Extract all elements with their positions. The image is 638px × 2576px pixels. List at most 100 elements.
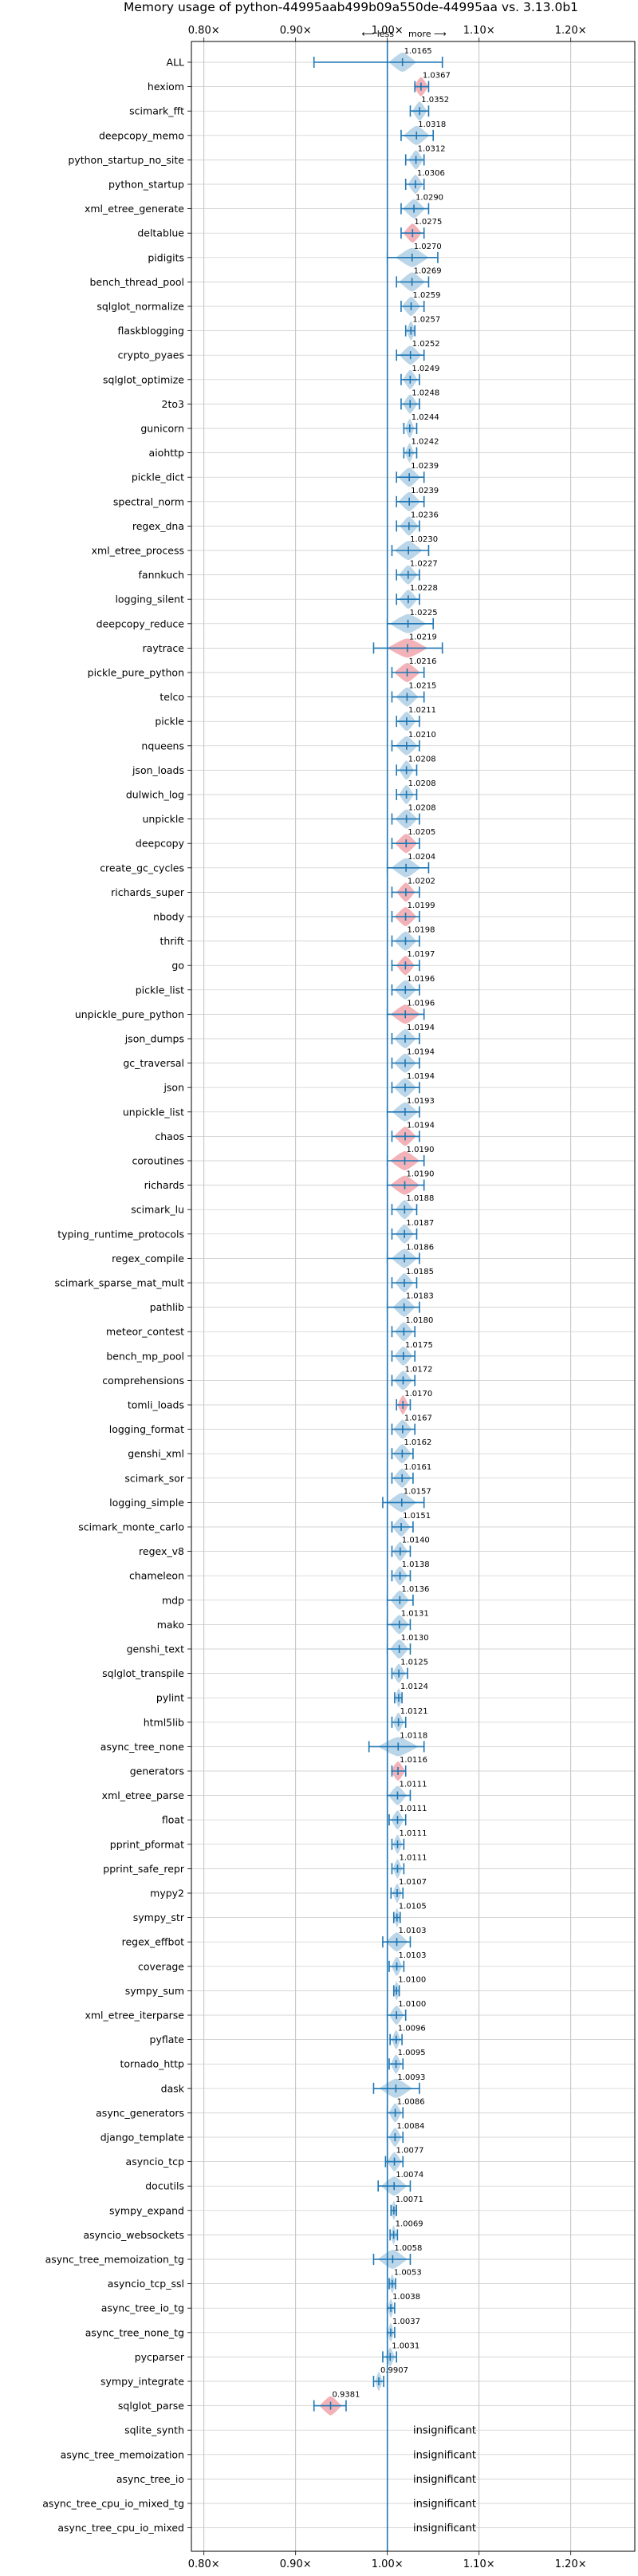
value-label: 1.0215 — [408, 682, 436, 691]
value-label: 1.0367 — [423, 72, 451, 81]
value-label: 1.0084 — [396, 2122, 424, 2131]
benchmark-label: sympy_integrate — [100, 2376, 184, 2388]
benchmark-label: pathlib — [150, 1301, 184, 1313]
x-tick-label-bottom: 1.20× — [555, 2558, 587, 2570]
benchmark-label: scimark_lu — [131, 1204, 184, 1216]
value-label: 0.9381 — [333, 2391, 360, 2400]
benchmark-label: pprint_pformat — [110, 1838, 184, 1850]
benchmark-label: json — [163, 1082, 184, 1094]
benchmark-label: async_tree_cpu_io_mixed_tg — [42, 2498, 184, 2510]
value-label: 1.0216 — [409, 657, 437, 666]
value-label: 1.0111 — [399, 1781, 427, 1789]
benchmark-label: pprint_safe_repr — [103, 1863, 185, 1875]
direction-more-label: more ⟶ — [408, 29, 447, 39]
value-label: 1.0194 — [407, 1072, 435, 1081]
benchmark-label: regex_effbot — [122, 1936, 184, 1948]
value-label: 1.0244 — [412, 413, 439, 422]
benchmark-label: asyncio_tcp — [126, 2156, 185, 2168]
value-label: 1.0269 — [414, 266, 442, 275]
x-tick-label-bottom: 0.80× — [188, 2558, 220, 2570]
benchmark-label: sympy_sum — [125, 1985, 184, 1997]
value-label: 1.0211 — [408, 706, 436, 715]
x-tick-label-top: 1.00× — [372, 25, 404, 37]
benchmark-label: mdp — [162, 1594, 184, 1606]
value-label: 1.0194 — [407, 1048, 435, 1057]
value-label: 1.0180 — [405, 1316, 433, 1325]
value-label: 1.0257 — [412, 316, 440, 325]
value-label: 1.0038 — [392, 2293, 420, 2302]
benchmark-label: asyncio_tcp_ssl — [108, 2278, 184, 2290]
value-label: 1.0031 — [392, 2341, 419, 2350]
value-label: 1.0037 — [392, 2318, 420, 2326]
benchmark-label: logging_format — [109, 1423, 184, 1435]
benchmark-label: xml_etree_generate — [85, 203, 184, 215]
benchmark-label: logging_silent — [115, 594, 184, 606]
value-label: 1.0157 — [404, 1487, 431, 1496]
value-label: 1.0208 — [408, 779, 436, 788]
value-label: 1.0228 — [410, 584, 438, 593]
benchmark-label: scimark_sor — [124, 1472, 184, 1484]
value-label: 1.0111 — [399, 1853, 427, 1862]
benchmark-label: async_tree_cpu_io_mixed — [57, 2522, 184, 2534]
benchmark-label: sympy_str — [133, 1911, 185, 1923]
value-label: 1.0225 — [410, 609, 438, 617]
value-label: 1.0187 — [406, 1219, 434, 1228]
value-label: 1.0100 — [398, 1975, 426, 1984]
benchmark-label: scimark_fft — [129, 105, 184, 117]
data-marks — [313, 41, 443, 2551]
value-label: 1.0095 — [398, 2049, 426, 2057]
x-tick-label-bottom: 1.10× — [463, 2558, 495, 2570]
value-label: 1.0172 — [404, 1365, 432, 1374]
benchmark-label: flaskblogging — [117, 325, 184, 337]
insignificant-label: insignificant — [413, 2523, 476, 2535]
benchmark-label: tornado_http — [120, 2058, 184, 2070]
x-tick-label-top: 0.80× — [188, 25, 220, 37]
benchmark-label: typing_runtime_protocols — [57, 1228, 184, 1240]
value-label: 1.0151 — [403, 1512, 431, 1521]
value-label: 1.0204 — [408, 853, 435, 862]
benchmark-label: sqlglot_transpile — [102, 1667, 184, 1679]
value-label: 1.0242 — [412, 438, 439, 447]
value-label: 1.0249 — [412, 365, 439, 373]
value-label: 1.0077 — [396, 2147, 424, 2156]
benchmark-label: async_tree_none — [100, 1741, 185, 1753]
benchmark-label: aiohttp — [149, 447, 185, 459]
benchmark-label: mypy2 — [150, 1888, 184, 1899]
benchmark-label: unpickle_pure_python — [75, 1008, 184, 1020]
value-label: 1.0074 — [396, 2171, 423, 2180]
value-label: 1.0248 — [412, 389, 439, 397]
benchmark-label: python_startup_no_site — [68, 154, 184, 166]
benchmark-label: deltablue — [137, 227, 184, 239]
x-tick-label-bottom: 0.90× — [280, 2558, 312, 2570]
benchmark-label: asyncio_websockets — [83, 2229, 184, 2241]
value-label: 1.0069 — [396, 2219, 423, 2228]
benchmark-label: richards_super — [111, 886, 185, 898]
benchmark-label: mako — [157, 1619, 184, 1631]
value-label: 1.0121 — [400, 1707, 428, 1716]
benchmark-label: pycparser — [135, 2351, 185, 2363]
chart-title: Memory usage of python-44995aab499b09a55… — [124, 0, 578, 14]
value-label: 1.0124 — [400, 1682, 428, 1691]
value-label: 1.0118 — [400, 1731, 427, 1740]
value-label: 1.0186 — [406, 1243, 434, 1252]
benchmark-label: meteor_contest — [106, 1326, 184, 1338]
plot-frame — [191, 41, 636, 2552]
benchmark-label: regex_dna — [132, 520, 184, 532]
benchmark-label: raytrace — [143, 642, 185, 654]
insignificant-label: insignificant — [413, 2425, 476, 2437]
benchmark-label: async_tree_none_tg — [85, 2326, 184, 2338]
value-label: 1.0219 — [409, 633, 437, 641]
benchmark-label: scimark_monte_carlo — [78, 1521, 184, 1533]
value-label: 1.0188 — [406, 1194, 434, 1203]
benchmark-label: pyflate — [150, 2034, 185, 2045]
value-label: 1.0270 — [414, 243, 442, 251]
benchmark-label: pickle_list — [136, 984, 184, 996]
benchmark-label: spectral_norm — [113, 495, 184, 507]
direction-less-label: ⟵ less — [361, 29, 394, 39]
benchmark-label: scimark_sparse_mat_mult — [55, 1277, 185, 1289]
value-label: 1.0197 — [407, 950, 435, 959]
benchmark-label: genshi_xml — [128, 1448, 184, 1460]
value-label: 1.0198 — [407, 926, 435, 935]
value-label: 1.0205 — [408, 828, 435, 837]
